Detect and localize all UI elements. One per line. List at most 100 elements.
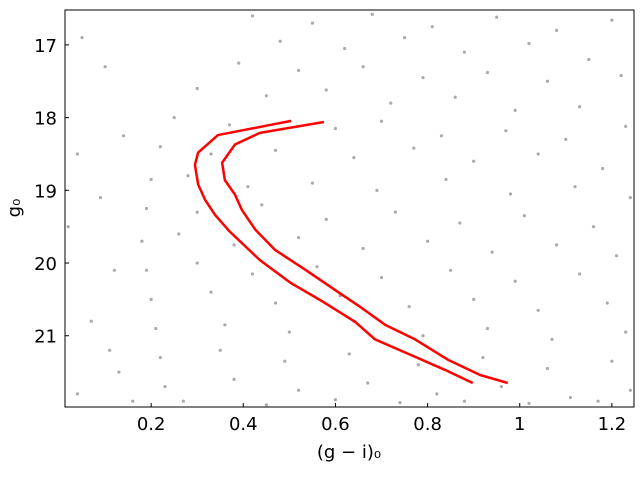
- scatter-point: [310, 21, 315, 25]
- x-tick-label: 0.6: [321, 414, 350, 435]
- scatter-point: [283, 359, 287, 363]
- line: [220, 120, 509, 385]
- scatter-point: [89, 319, 93, 323]
- scatter-point: [619, 73, 623, 78]
- scatter-point: [250, 272, 255, 276]
- scatter-point: [601, 166, 605, 171]
- scatter-point: [610, 359, 614, 363]
- scatter-point: [614, 254, 619, 258]
- y-tick-label: 20: [34, 254, 57, 275]
- scatter-point: [458, 221, 462, 225]
- scatter-point: [177, 232, 181, 236]
- scatter-point: [389, 101, 393, 105]
- scatter-point: [296, 235, 301, 240]
- scatter-point: [186, 174, 190, 178]
- scatter-point: [416, 363, 420, 367]
- scatter-point: [361, 65, 365, 69]
- scatter-point: [628, 195, 632, 200]
- scatter-point: [439, 134, 444, 138]
- x-tick-label: 0.2: [137, 414, 166, 435]
- scatter-point: [343, 46, 347, 51]
- scatter-point: [481, 355, 485, 360]
- scatter-point: [131, 399, 135, 403]
- scatter-point: [273, 301, 278, 305]
- scatter-point: [209, 152, 213, 156]
- plot-frame: [64, 9, 635, 408]
- scatter-point: [462, 50, 467, 54]
- scatter-point: [315, 265, 319, 269]
- y-tick-label: 17: [34, 36, 57, 57]
- scatter-point: [591, 225, 596, 229]
- scatter-point: [352, 156, 356, 160]
- scatter-point: [421, 334, 425, 338]
- scatter-point: [536, 152, 540, 156]
- x-axis-label: (g − i)₀: [317, 442, 381, 463]
- scatter-point: [545, 366, 549, 371]
- scatter-point: [624, 330, 628, 334]
- scatter-point: [195, 210, 199, 214]
- scatter-point: [296, 68, 301, 72]
- scatter-point: [545, 79, 549, 83]
- scatter-point: [628, 388, 632, 392]
- scatter-point: [66, 225, 70, 229]
- scatter-point: [430, 25, 434, 29]
- x-tick-label: 0.8: [413, 414, 442, 435]
- scatter-point: [333, 126, 338, 131]
- scatter-point: [522, 214, 526, 218]
- scatter-point: [172, 116, 176, 120]
- scatter-point: [504, 129, 508, 133]
- scatter-point: [149, 297, 153, 301]
- y-tick-label: 18: [34, 109, 57, 130]
- scatter-point: [425, 239, 430, 243]
- scatter-point: [421, 76, 425, 80]
- scatter-point: [75, 152, 80, 156]
- y-tick-label: 19: [34, 181, 57, 202]
- scatter-point: [232, 243, 236, 247]
- scatter-point: [499, 385, 503, 389]
- scatter-point: [278, 39, 282, 43]
- scatter-point: [324, 217, 328, 222]
- scatter-point: [144, 206, 149, 211]
- scatter-point: [554, 243, 559, 247]
- scatter-point: [158, 355, 162, 360]
- scatter-point: [117, 370, 121, 374]
- scatter-point: [472, 159, 476, 163]
- scatter-point: [347, 352, 351, 356]
- scatter-point: [103, 65, 107, 69]
- x-tick-label: 1.2: [598, 414, 627, 435]
- scatter-point: [444, 177, 448, 182]
- scatter-point: [412, 146, 416, 150]
- scatter-point: [154, 326, 158, 331]
- scatter-point: [296, 388, 301, 392]
- scatter-point: [366, 381, 370, 385]
- scatter-point: [218, 348, 222, 352]
- x-tick-label: 0.4: [229, 414, 258, 435]
- scatter-point: [472, 297, 476, 301]
- scatter-point: [121, 134, 126, 138]
- scatter-point: [449, 268, 453, 272]
- scatter-point: [98, 195, 103, 200]
- scatter-point: [485, 326, 490, 331]
- scatter-point: [578, 105, 582, 109]
- scatter-point: [370, 12, 374, 16]
- scatter-point: [209, 290, 213, 294]
- scatter-point: [379, 275, 384, 280]
- scatter-point: [250, 14, 255, 18]
- scatter-point: [310, 181, 315, 185]
- scatter-point: [527, 401, 531, 405]
- scatter-point: [490, 250, 494, 254]
- scatter-point: [273, 148, 278, 152]
- scatter-point: [495, 15, 499, 19]
- scatter-point: [513, 108, 517, 112]
- scatter-point: [260, 203, 264, 207]
- scatter-point: [163, 385, 167, 389]
- scatter-point: [596, 399, 600, 403]
- scatter-point: [379, 119, 384, 123]
- scatter-point: [624, 124, 628, 128]
- scatter-point: [195, 261, 199, 265]
- scatter-point: [527, 41, 531, 46]
- scatter-point: [80, 36, 84, 40]
- scatter-point: [112, 268, 116, 272]
- scatter-point: [587, 57, 591, 62]
- scatter-point: [375, 188, 379, 192]
